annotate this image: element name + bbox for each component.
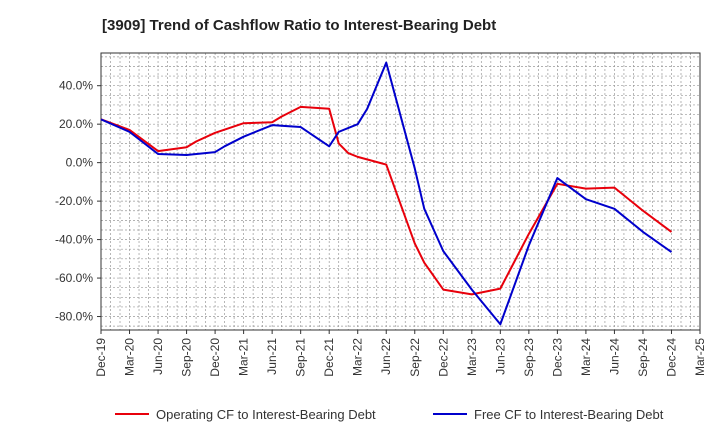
x-tick-label: Jun-23 (493, 338, 507, 375)
y-tick-label: -40.0% (55, 233, 93, 247)
x-tick-label: Mar-22 (351, 338, 365, 376)
x-tick-label: Mar-23 (465, 338, 479, 376)
x-tick-label: Sep-22 (408, 338, 422, 377)
x-tick-label: Jun-20 (151, 338, 165, 375)
x-tick-label: Mar-25 (693, 338, 707, 376)
x-tick-label: Mar-21 (237, 338, 251, 376)
x-tick-label: Jun-24 (607, 338, 621, 375)
y-tick-label: 20.0% (59, 117, 93, 131)
x-tick-label: Sep-20 (180, 338, 194, 377)
x-tick-label: Jun-22 (379, 338, 393, 375)
y-tick-label: -80.0% (55, 310, 93, 324)
y-tick-label: -60.0% (55, 271, 93, 285)
y-tick-label: -20.0% (55, 194, 93, 208)
legend: Operating CF to Interest-Bearing Debt Fre… (115, 407, 664, 422)
legend-label-operating-cf: Operating CF to Interest-Bearing Debt (156, 407, 376, 422)
x-tick-label: Sep-24 (636, 338, 650, 377)
x-tick-label: Dec-24 (664, 338, 678, 377)
series-line-operating-cf (100, 105, 673, 296)
x-tick-label: Mar-24 (579, 338, 593, 376)
x-tick-label: Dec-23 (550, 338, 564, 377)
legend-label-free-cf: Free CF to Interest-Bearing Debt (474, 407, 664, 422)
x-tick-label: Sep-23 (522, 338, 536, 377)
x-tick-label: Dec-22 (436, 338, 450, 377)
x-tick-label: Dec-20 (208, 338, 222, 377)
plot-border (100, 52, 701, 331)
x-tick-label: Dec-19 (94, 338, 108, 377)
x-tick-label: Mar-20 (123, 338, 137, 376)
series-line-free-cf (100, 61, 673, 326)
x-tick-label: Dec-21 (322, 338, 336, 377)
x-tick-label: Jun-21 (265, 338, 279, 375)
y-tick-label: 0.0% (66, 156, 94, 170)
y-tick-label: 40.0% (59, 79, 93, 93)
x-tick-label: Sep-21 (294, 338, 308, 377)
chart-title: [3909] Trend of Cashflow Ratio to Intere… (102, 17, 496, 34)
plot-frame (100, 52, 701, 331)
plot-area: 40.0%20.0%0.0%-20.0%-40.0%-60.0%-80.0%De… (55, 52, 707, 377)
